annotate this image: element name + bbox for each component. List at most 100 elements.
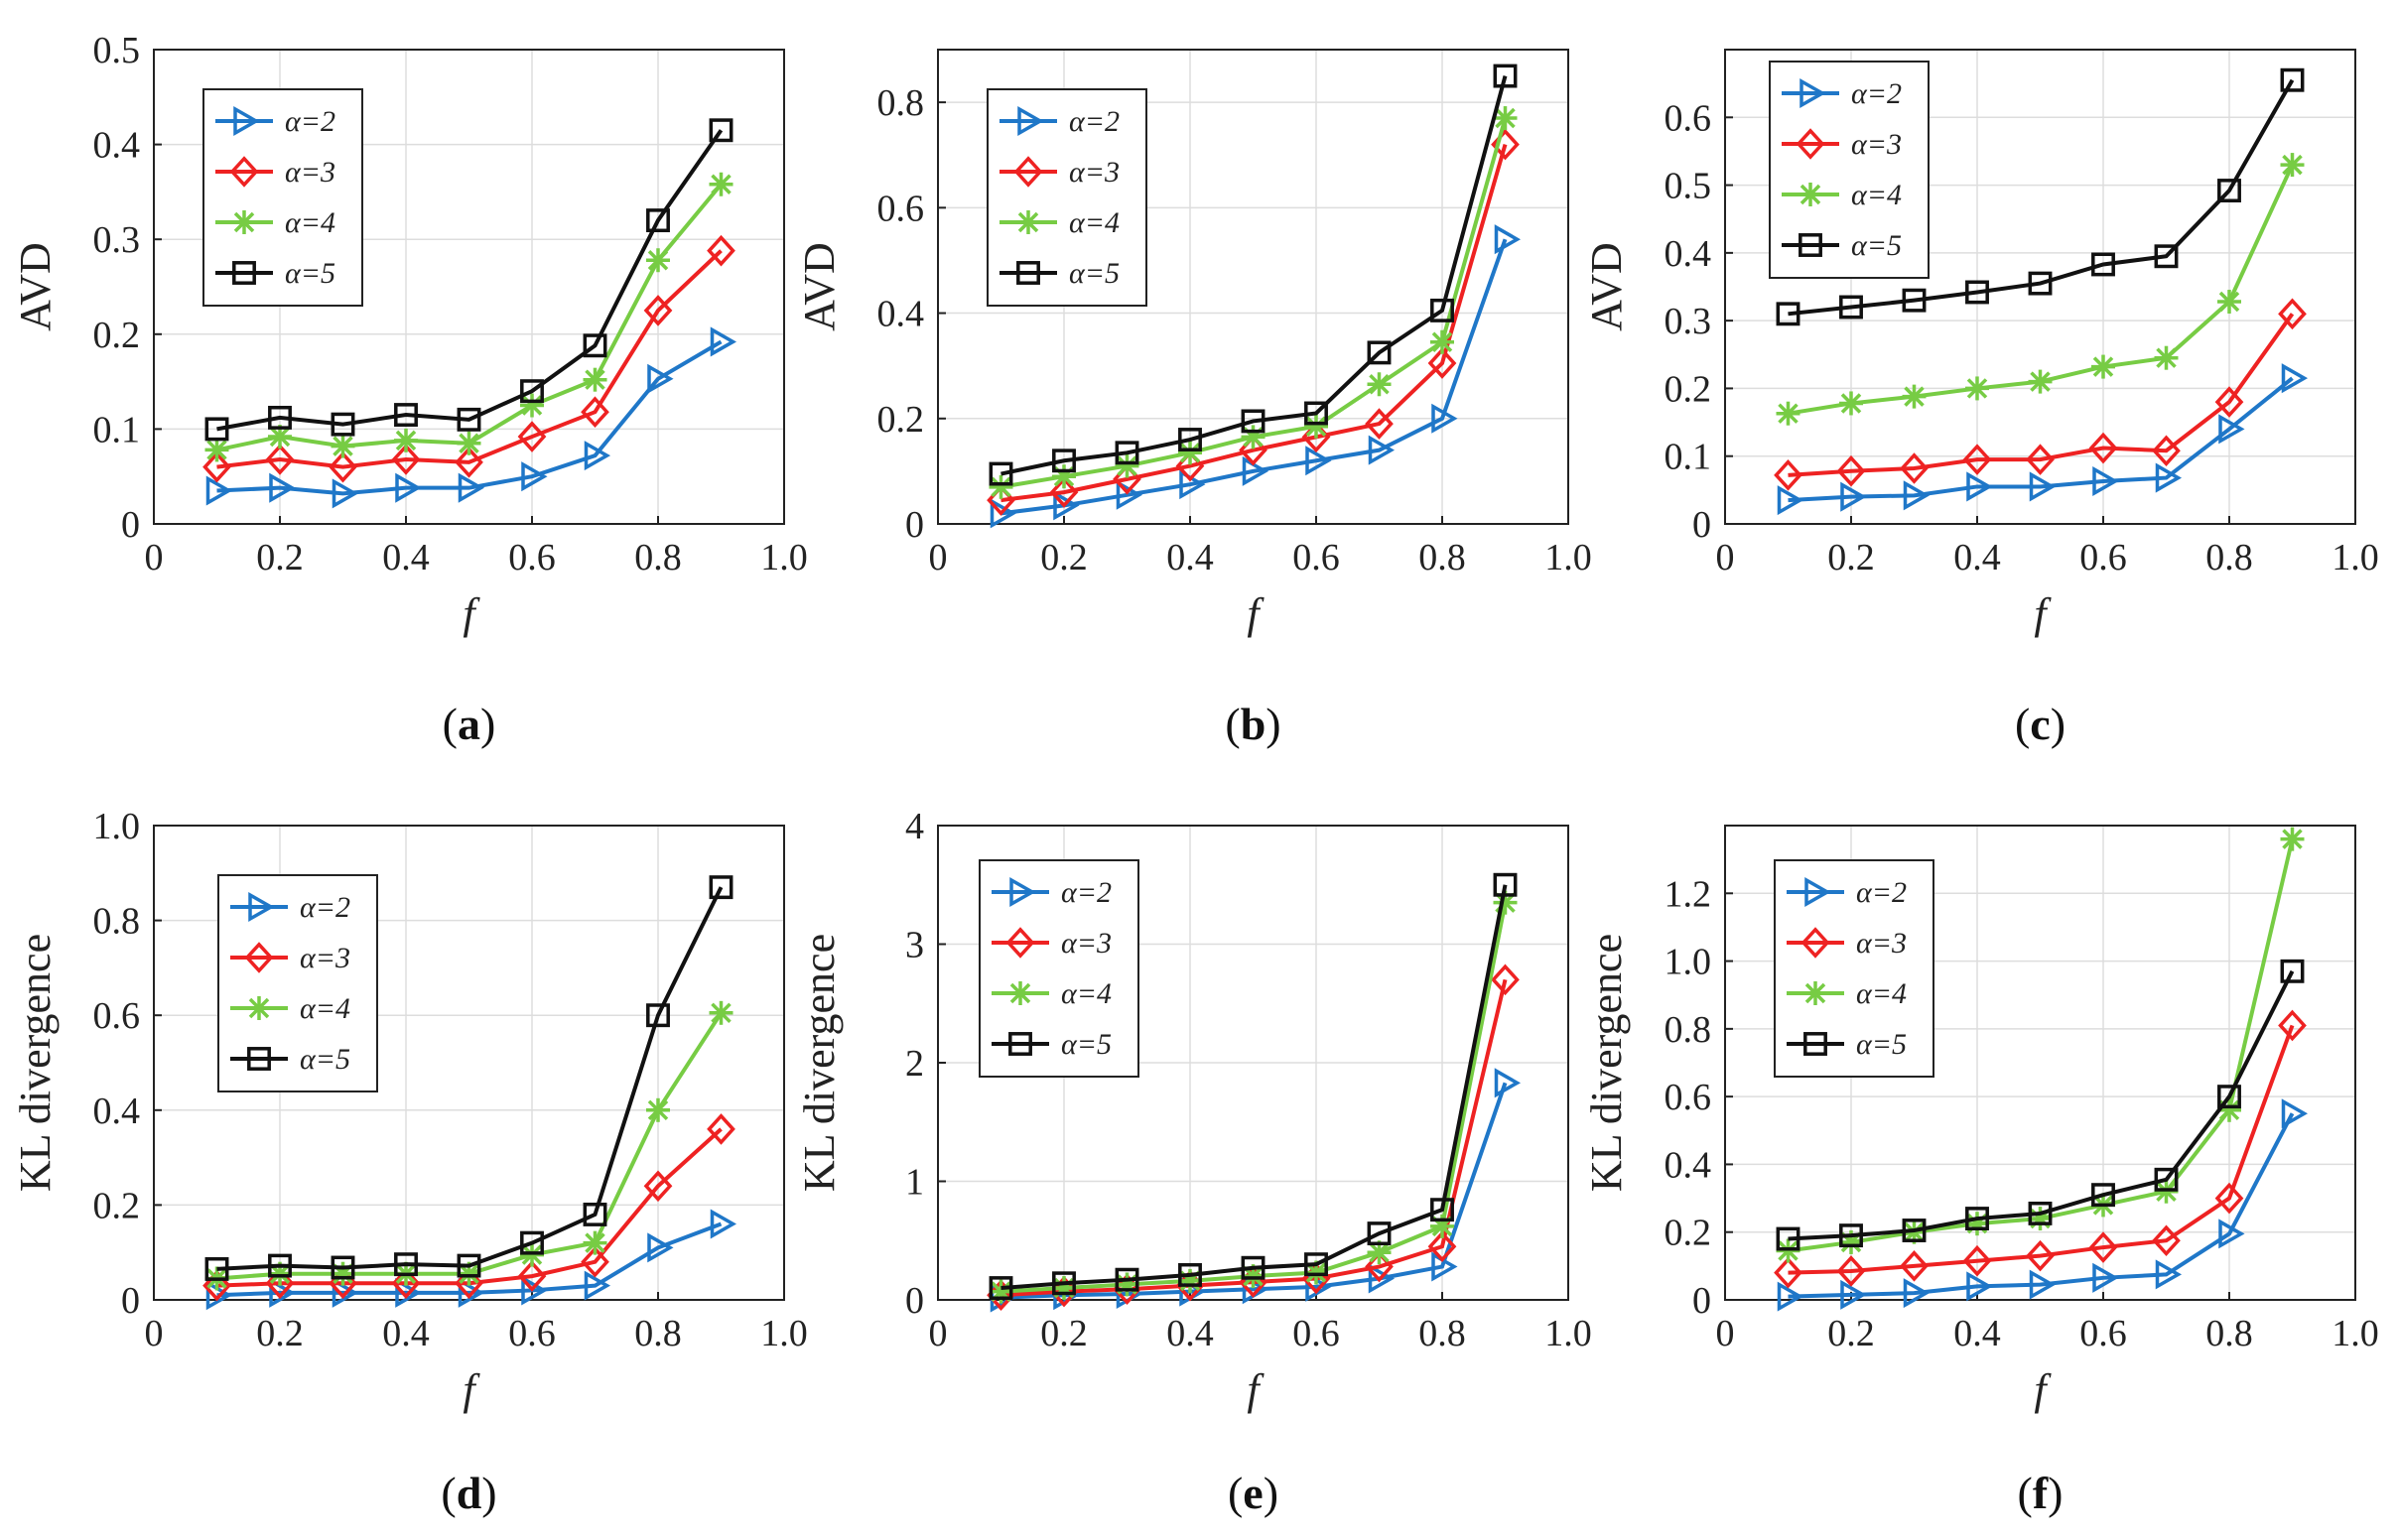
legend-label: α=5 [300, 1043, 350, 1076]
data-point [2091, 354, 2115, 379]
data-point [707, 234, 735, 267]
legend: α=2 α=3 α=4 α=5 [202, 88, 363, 307]
data-point [395, 1277, 422, 1308]
data-point [1430, 1214, 1454, 1238]
series-line [1000, 1082, 1508, 1300]
data-point [1900, 1250, 1929, 1282]
data-point [455, 1267, 483, 1300]
data-point [646, 1003, 670, 1028]
data-point [1903, 1278, 1931, 1309]
data-point [1427, 1230, 1457, 1263]
data-point [1494, 224, 1522, 255]
y-tick-label: 0.4 [1665, 1144, 1712, 1186]
legend-marker [1013, 156, 1043, 188]
x-tick-label: 0.2 [1827, 537, 1875, 578]
data-point [2280, 959, 2305, 983]
data-point [581, 396, 609, 428]
x-axis-label: f [1247, 589, 1265, 638]
data-point [1962, 444, 1992, 475]
legend-entry: α=3 [230, 942, 350, 974]
legend-label: α=5 [1069, 257, 1120, 290]
data-point [2218, 1219, 2245, 1249]
legend-label: α=2 [1069, 105, 1120, 138]
y-tick-label: 0.2 [93, 1185, 141, 1226]
legend: α=2 α=3 α=4 α=5 [217, 874, 378, 1092]
data-point [583, 333, 607, 358]
legend: α=2 α=3 α=4 α=5 [1774, 859, 1934, 1078]
x-tick-label: 0 [1716, 1313, 1735, 1354]
data-point [269, 472, 296, 503]
data-point [1966, 471, 1993, 502]
data-point [1241, 409, 1266, 434]
data-point [1115, 1267, 1139, 1292]
x-tick-label: 1.0 [1544, 1313, 1592, 1354]
data-point [457, 1253, 481, 1278]
data-point [1902, 384, 1927, 409]
data-point [1052, 464, 1076, 489]
chart-panel-f: 0 0.2 0.4 0.6 0.8 1.0 0 0.2 0.4 0.6 0.8 1.0 1.2 f KL d… [1582, 825, 2379, 1518]
data-point [2088, 1231, 2118, 1263]
series-2 [202, 234, 735, 483]
x-tick-label: 1.0 [760, 537, 808, 578]
data-point [331, 412, 355, 437]
series-line [216, 249, 723, 469]
data-point [2281, 1098, 2309, 1129]
y-tick-label: 0 [121, 1280, 140, 1322]
data-point [1052, 449, 1076, 473]
data-point [1241, 425, 1266, 449]
data-point [1304, 401, 1328, 426]
legend-entry: α=5 [230, 1043, 350, 1076]
data-point [2028, 369, 2053, 394]
data-point [1367, 340, 1392, 365]
data-point [2155, 462, 2183, 493]
legend-entry: α=4 [230, 992, 350, 1025]
legend-marker [248, 891, 275, 923]
y-tick-label: 2 [905, 1043, 924, 1085]
data-point [1902, 288, 1927, 313]
legend-box [979, 859, 1139, 1078]
y-axis-label: KL divergence [11, 934, 60, 1192]
data-point [709, 1000, 733, 1025]
legend-label: α=3 [1856, 927, 1907, 960]
y-tick-label: 0.6 [1665, 97, 1712, 139]
data-point [265, 1267, 295, 1300]
legend-label: α=4 [300, 992, 350, 1025]
panel-caption: (b) [1225, 699, 1280, 749]
panel-caption: (d) [441, 1468, 496, 1518]
legend-marker [244, 942, 274, 973]
y-axis-label: KL divergence [795, 934, 844, 1192]
legend-entry: α=2 [1787, 876, 1907, 909]
panel-caption-letter: c [2030, 699, 2050, 749]
legend-entry: α=3 [1787, 927, 1907, 960]
data-point [391, 444, 421, 475]
legend-marker [1804, 876, 1831, 908]
data-point [1902, 1219, 1927, 1242]
data-point [1430, 298, 1454, 322]
data-point [1836, 454, 1866, 487]
data-point [458, 472, 485, 503]
x-tick-label: 0 [929, 1313, 948, 1354]
legend-entry: α=4 [992, 977, 1112, 1010]
data-point [202, 1269, 231, 1302]
y-axis-label: AVD [11, 242, 60, 331]
data-point [646, 1097, 670, 1122]
data-point [394, 403, 418, 428]
data-point [646, 208, 670, 233]
legend-marker [1008, 981, 1032, 1005]
data-point [269, 1277, 296, 1308]
x-tick-label: 0.2 [256, 1313, 304, 1354]
data-point [457, 407, 481, 432]
x-axis-label: f [2034, 589, 2052, 638]
data-point [1304, 1252, 1328, 1277]
series-4 [204, 875, 733, 1281]
data-point [584, 441, 611, 471]
data-point [391, 1267, 421, 1300]
legend-entry: α=3 [1782, 128, 1902, 161]
legend-marker [1009, 876, 1036, 908]
legend-label: α=3 [300, 942, 350, 974]
x-tick-label: 0.4 [1166, 1313, 1214, 1354]
axes-frame [1724, 825, 2356, 1301]
y-tick-label: 0.4 [877, 294, 925, 335]
x-tick-label: 1.0 [1544, 537, 1592, 578]
data-point [707, 1113, 735, 1145]
